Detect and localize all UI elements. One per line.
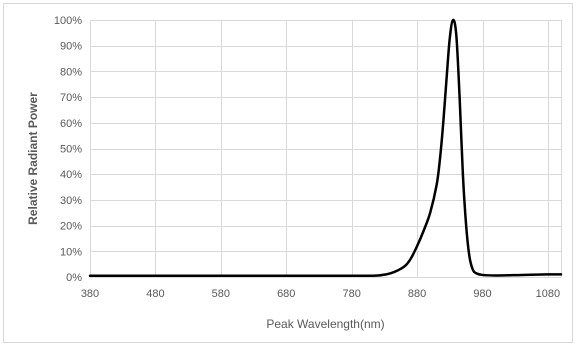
grid-lines [90,20,562,278]
y-tick-label: 0% [66,272,82,284]
y-tick-label: 100% [54,15,82,27]
y-tick-label: 50% [60,144,82,156]
y-axis-title: Relative Radiant Power [26,92,40,225]
y-tick-labels: 0% 10% 20% 30% 40% 50% 60% 70% 80% 90% 100% [54,15,82,284]
y-tick-label: 30% [60,195,82,207]
y-tick-label: 20% [60,221,82,233]
x-tick-label: 380 [81,288,99,300]
y-tick-label: 70% [60,92,82,104]
y-tick-label: 80% [60,66,82,78]
y-tick-label: 40% [60,169,82,181]
x-tick-label: 780 [342,288,360,300]
radiant-power-curve [88,18,563,277]
x-axis-title: Peak Wavelength(nm) [266,317,384,331]
chart-frame [3,3,573,343]
y-tick-label: 90% [60,41,82,53]
y-tick-label: 60% [60,118,82,130]
x-tick-label: 680 [277,288,295,300]
x-tick-label: 480 [146,288,164,300]
x-tick-label: 1080 [536,288,560,300]
x-tick-labels: 380 480 580 680 780 880 980 1080 [81,288,560,300]
x-tick-label: 880 [408,288,426,300]
x-tick-label: 980 [473,288,491,300]
x-tick-label: 580 [212,288,230,300]
y-tick-label: 10% [60,246,82,258]
